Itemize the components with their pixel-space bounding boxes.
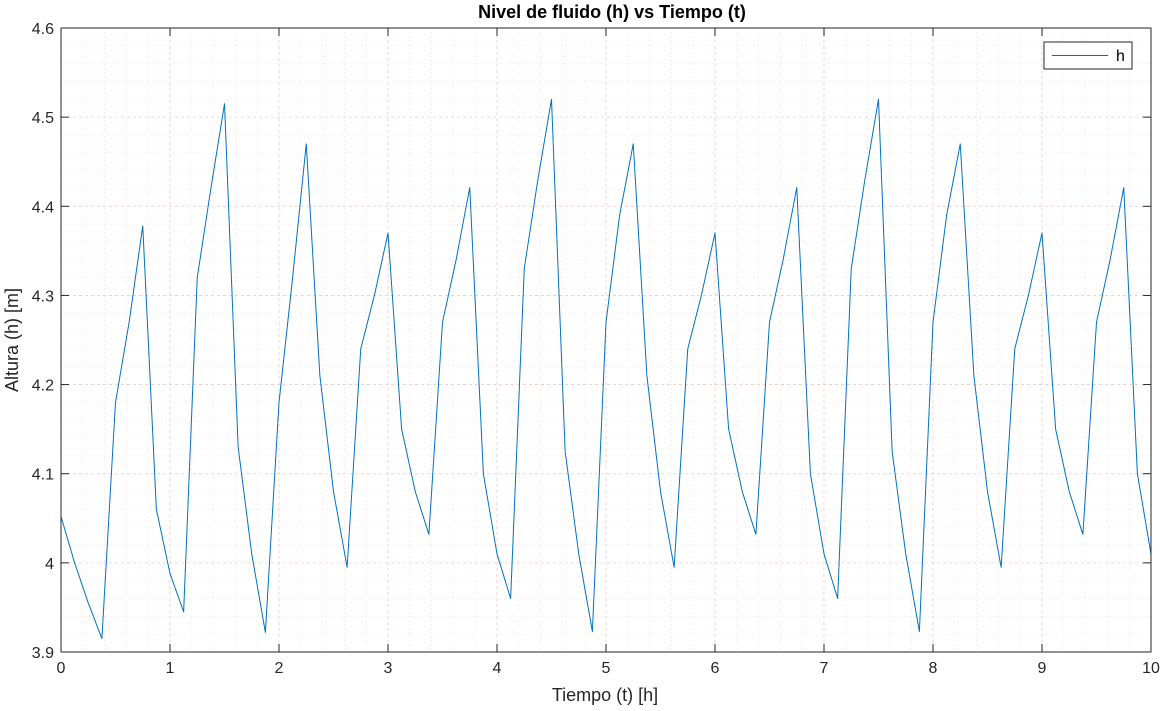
y-axis-label: Altura (h) [m] — [2, 288, 22, 392]
x-tick-labels: 0 1 2 3 4 5 6 7 8 9 10 — [57, 660, 1160, 677]
x-tick-label: 3 — [384, 660, 393, 677]
legend[interactable]: h — [1043, 41, 1133, 70]
x-tick-label: 4 — [493, 660, 502, 677]
x-tick-label: 5 — [602, 660, 611, 677]
series-line-h — [60, 98, 1152, 640]
x-tick-label: 9 — [1038, 660, 1047, 677]
y-tick-label: 3.9 — [32, 645, 54, 662]
y-tick-label: 4.1 — [32, 467, 54, 484]
x-tick-label: 1 — [166, 660, 175, 677]
x-tick-label: 8 — [929, 660, 938, 677]
y-tick-label: 4.4 — [32, 199, 54, 216]
y-tick-label: 4 — [45, 556, 54, 573]
x-tick-label: 2 — [275, 660, 284, 677]
plot-area — [60, 27, 1152, 653]
x-tick-label: 10 — [1142, 660, 1160, 677]
y-tick-label: 4.6 — [32, 21, 54, 38]
legend-entry-h: h — [1116, 48, 1125, 65]
chart-title: Nivel de fluido (h) vs Tiempo (t) — [478, 2, 746, 22]
x-axis-label: Tiempo (t) [h] — [552, 685, 658, 705]
series-layer — [60, 98, 1152, 640]
y-tick-label: 4.2 — [32, 378, 54, 395]
y-tick-labels: 3.9 4 4.1 4.2 4.3 4.4 4.5 4.6 — [32, 21, 54, 662]
x-tick-label: 6 — [711, 660, 720, 677]
y-tick-label: 4.5 — [32, 110, 54, 127]
x-tick-label: 7 — [820, 660, 829, 677]
tick-marks — [60, 27, 1152, 653]
y-tick-label: 4.3 — [32, 288, 54, 305]
x-tick-label: 0 — [57, 660, 66, 677]
